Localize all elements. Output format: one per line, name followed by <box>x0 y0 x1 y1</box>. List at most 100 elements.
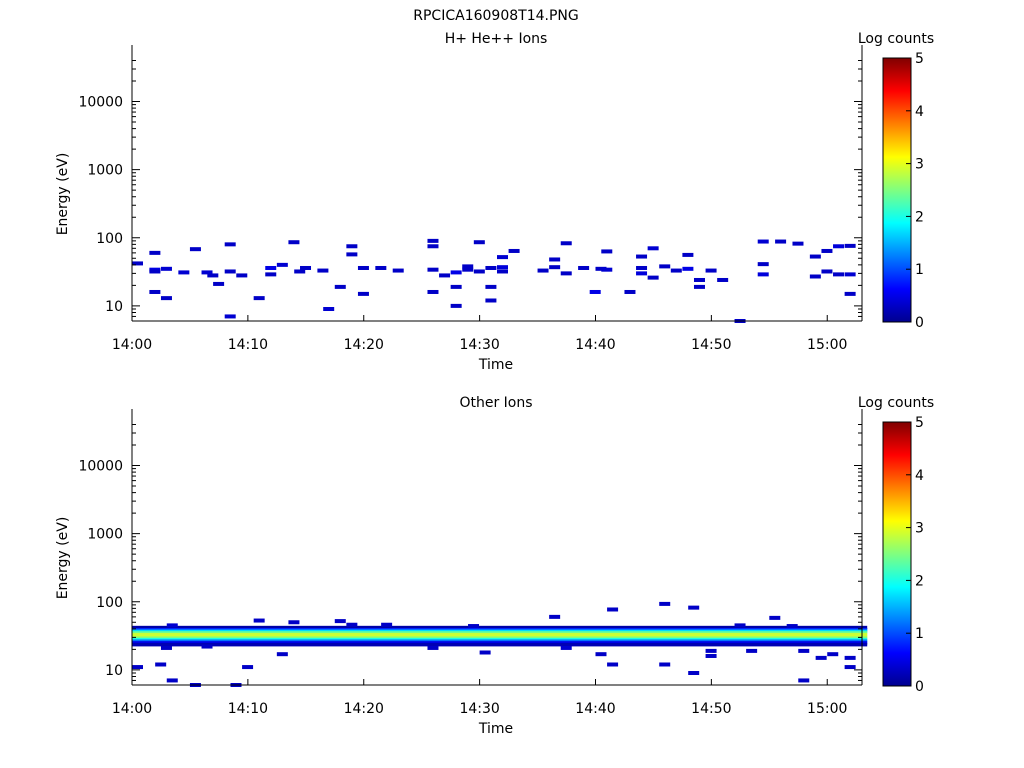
data-cell <box>160 296 172 301</box>
data-cell <box>595 266 607 271</box>
data-cell <box>589 289 601 294</box>
data-cell <box>624 289 636 294</box>
data-cell <box>346 252 358 257</box>
data-cell <box>792 241 804 246</box>
y-axis-label: Energy (eV) <box>55 153 71 236</box>
data-cell <box>844 272 856 277</box>
data-cell <box>734 623 746 628</box>
data-cell <box>288 620 300 625</box>
data-cell <box>497 265 508 270</box>
data-cell <box>357 265 369 270</box>
data-cell <box>769 615 781 620</box>
x-tick-label: 14:10 <box>228 337 268 353</box>
x-tick-label: 14:00 <box>112 701 152 717</box>
x-tick-label: 14:20 <box>344 337 384 353</box>
x-tick-label: 14:50 <box>691 337 731 353</box>
data-cell <box>132 261 143 266</box>
data-cell <box>485 284 497 289</box>
data-cell <box>427 267 439 272</box>
data-cell <box>757 262 769 267</box>
data-cell <box>346 622 358 627</box>
data-cell <box>659 264 671 269</box>
data-cell <box>844 665 856 670</box>
data-cell <box>705 653 717 658</box>
data-cell <box>253 296 265 301</box>
data-cell <box>439 273 451 278</box>
data-cell <box>746 648 758 653</box>
data-cell <box>607 607 619 612</box>
data-cell <box>427 645 439 650</box>
colorbar-tick-label: 2 <box>915 209 924 225</box>
y-tick-label: 10000 <box>78 95 123 111</box>
data-cell <box>549 614 561 619</box>
data-cell <box>693 277 705 282</box>
x-tick-label: 14:40 <box>575 701 615 717</box>
data-cell <box>462 264 474 269</box>
data-cell <box>288 240 300 245</box>
data-cell <box>578 265 590 270</box>
data-cell <box>160 645 172 650</box>
data-cell <box>149 289 161 294</box>
data-cell <box>798 678 810 683</box>
colorbar-tick-label: 2 <box>915 573 924 589</box>
band-cell <box>132 632 868 637</box>
data-cell <box>479 650 491 655</box>
colorbar-tick-label: 0 <box>915 679 924 695</box>
data-cell <box>601 267 613 272</box>
data-cell <box>688 605 700 610</box>
data-cell <box>276 652 288 657</box>
data-cell <box>300 265 312 270</box>
data-cell <box>670 268 682 273</box>
data-cell <box>236 273 248 278</box>
colorbar-tick-label: 3 <box>915 521 924 537</box>
x-tick-label: 14:10 <box>228 701 268 717</box>
x-tick-label: 15:00 <box>807 701 847 717</box>
data-cell <box>201 270 213 275</box>
colorbar-label: Log counts <box>858 31 934 47</box>
y-tick-label: 100 <box>96 231 123 247</box>
data-cell <box>659 662 671 667</box>
y-tick-label: 10 <box>105 663 123 679</box>
data-cell <box>682 266 694 271</box>
data-cell <box>595 652 607 657</box>
panel-title: Other Ions <box>459 395 532 411</box>
data-cell <box>253 618 265 623</box>
data-cell <box>427 238 439 243</box>
data-cell <box>705 648 717 653</box>
x-tick-label: 14:20 <box>344 701 384 717</box>
data-cell <box>201 644 213 649</box>
colorbar-tick-label: 0 <box>915 315 924 331</box>
colorbar <box>882 421 912 687</box>
x-tick-label: 14:30 <box>459 337 499 353</box>
figure-title: RPCICA160908T14.PNG <box>413 8 578 24</box>
data-cell <box>381 622 393 627</box>
y-tick-label: 10000 <box>78 459 123 475</box>
data-cell <box>207 273 219 278</box>
x-tick-label: 14:50 <box>691 701 731 717</box>
data-cell <box>844 655 856 660</box>
x-tick-label: 15:00 <box>807 337 847 353</box>
data-cell <box>833 244 845 249</box>
data-cell <box>497 255 508 260</box>
data-cell <box>607 662 619 667</box>
data-cell <box>757 272 769 277</box>
data-cell <box>427 289 439 294</box>
colorbar-tick-label: 5 <box>915 51 924 67</box>
data-cell <box>485 298 497 303</box>
x-tick-label: 14:30 <box>459 701 499 717</box>
colorbar-tick-label: 3 <box>915 157 924 173</box>
data-cell <box>705 268 717 273</box>
data-cell <box>317 268 329 273</box>
data-cell <box>508 248 520 253</box>
data-cell <box>357 291 369 296</box>
data-cell <box>450 303 462 308</box>
data-cell <box>682 252 694 257</box>
data-cell <box>833 272 845 277</box>
data-cell <box>636 254 648 259</box>
data-cell <box>809 274 821 279</box>
colorbar <box>882 57 912 323</box>
x-axis-label: Time <box>478 721 513 737</box>
data-cell <box>178 270 190 275</box>
